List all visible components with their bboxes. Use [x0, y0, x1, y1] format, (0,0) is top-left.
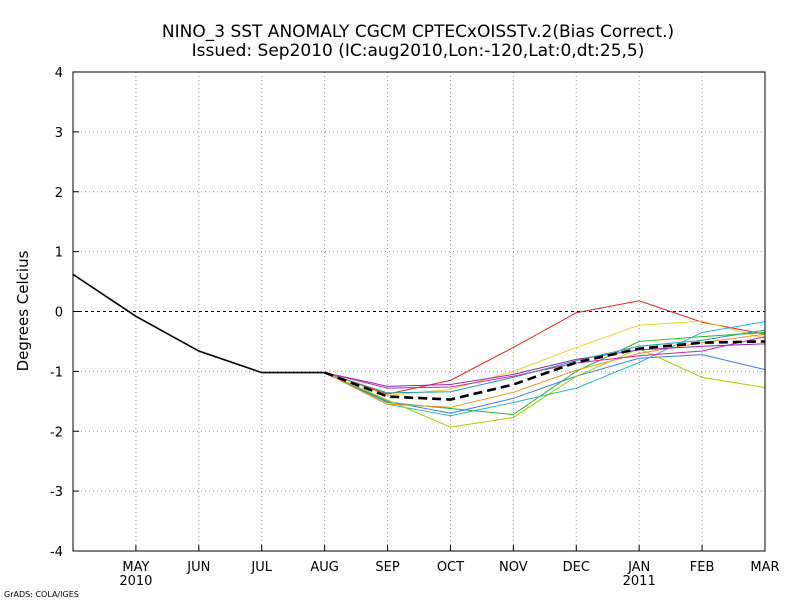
- y-axis-label: Degrees Celcius: [14, 250, 32, 371]
- y-tick-label: -3: [50, 485, 63, 500]
- series-line-member-teal: [324, 329, 766, 394]
- y-tick-label: 3: [55, 126, 63, 141]
- y-tick-label: -4: [50, 545, 63, 560]
- x-tick-label: JAN: [627, 560, 650, 575]
- x-tick-label: FEB: [690, 560, 715, 575]
- series-line-member-yellow: [324, 320, 766, 396]
- x-tick-label: SEP: [375, 560, 399, 575]
- x-tick-label: JUN: [186, 560, 210, 575]
- x-year-label: 2011: [623, 574, 656, 589]
- grid: [73, 72, 765, 551]
- ensemble-mean-line: [324, 340, 766, 401]
- grads-credit: GrADS: COLA/IGES: [4, 590, 79, 599]
- y-tick-label: 4: [55, 66, 63, 81]
- series-line-member-magenta: [324, 336, 766, 389]
- series-line-member-cyan: [324, 321, 766, 417]
- x-tick-label: MAR: [750, 560, 779, 575]
- y-tick-label: -2: [50, 425, 63, 440]
- member-series-group: [324, 300, 766, 428]
- y-tick-label: 1: [55, 246, 63, 261]
- x-year-label: 2010: [119, 574, 152, 589]
- plot-frame: [72, 71, 766, 552]
- ensemble-mean-group: [324, 340, 766, 401]
- y-tick-label: 0: [55, 306, 63, 321]
- chart-title: NINO_3 SST ANOMALY CGCM CPTECxOISSTv.2(B…: [162, 22, 674, 42]
- series-line-member-red: [324, 300, 766, 395]
- x-tick-label: OCT: [437, 560, 464, 575]
- x-tick-label: NOV: [499, 560, 528, 575]
- x-tick-label: AUG: [310, 560, 338, 575]
- x-tick-label: JUL: [250, 560, 272, 575]
- series-line-member-blue: [324, 354, 766, 414]
- observed-line: [72, 273, 325, 374]
- observed-series-group: [72, 273, 325, 374]
- x-tick-label: MAY: [122, 560, 149, 575]
- series-line-member-purple: [324, 343, 766, 387]
- y-tick-label: 2: [55, 186, 63, 201]
- y-tick-label: -1: [50, 365, 63, 380]
- x-tick-label: DEC: [563, 560, 590, 575]
- chart-subtitle: Issued: Sep2010 (IC:aug2010,Lon:-120,Lat…: [192, 41, 645, 61]
